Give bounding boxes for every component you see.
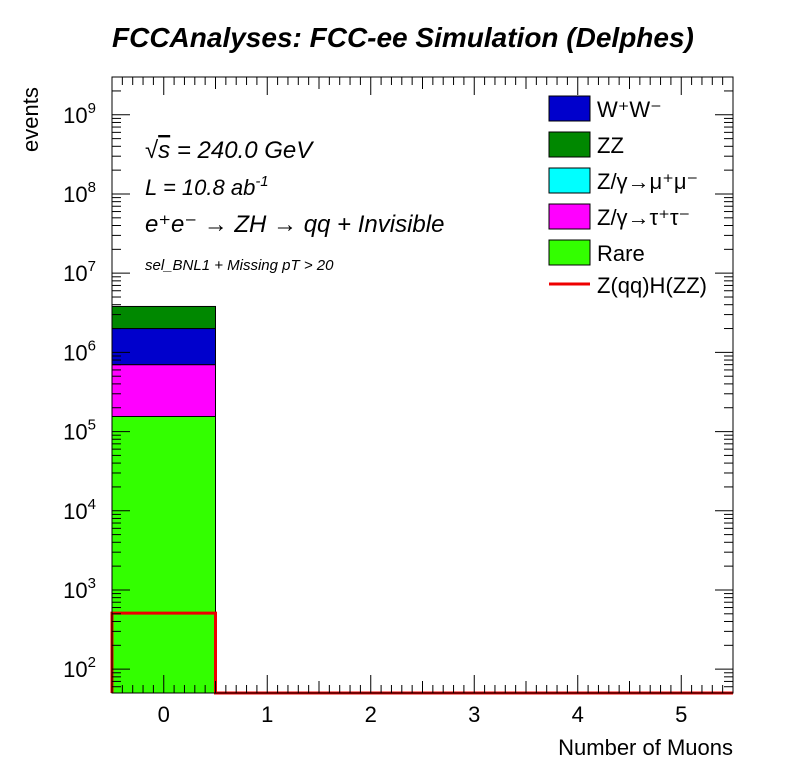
energy-value: = 240.0 GeV	[170, 137, 314, 164]
y-axis-label: events	[18, 87, 43, 152]
legend-swatch	[548, 167, 591, 194]
bar-ww-bin0	[111, 328, 216, 366]
legend-label: Z(qq)H(ZZ)	[597, 273, 707, 298]
legend-label: ZZ	[597, 133, 624, 158]
luminosity-value: L = 10.8 ab	[145, 175, 255, 200]
y-tick-label: 103	[63, 575, 96, 603]
luminosity-annotation: L = 10.8 ab-1	[145, 173, 269, 200]
x-tick-label: 4	[572, 702, 584, 727]
legend-label: Z/γ→τ⁺τ⁻	[597, 205, 690, 230]
sqrt-variable: s	[158, 137, 170, 164]
y-tick-label: 108	[63, 179, 96, 207]
x-tick-label: 2	[365, 702, 377, 727]
legend-swatch	[548, 95, 591, 122]
annotations: √s = 240.0 GeV L = 10.8 ab-1 e⁺e⁻ → ZH →…	[145, 137, 444, 274]
legend: W⁺W⁻ ZZ Z/γ→μ⁺μ⁻ Z/γ→τ⁺τ⁻ Rare Z(qq)H(ZZ)	[548, 95, 707, 298]
bar-rare-bin0	[111, 415, 216, 694]
legend-label: Rare	[597, 241, 645, 266]
luminosity-exponent: -1	[255, 173, 268, 190]
legend-label: W⁺W⁻	[597, 97, 662, 122]
stack-bars	[111, 305, 216, 694]
legend-swatch	[548, 131, 591, 158]
energy-annotation: √s = 240.0 GeV	[145, 137, 314, 164]
x-tick-label: 3	[468, 702, 480, 727]
x-tick-label: 1	[261, 702, 273, 727]
process-annotation: e⁺e⁻ → ZH → qq + Invisible	[145, 211, 444, 238]
sqrt-symbol: √	[145, 137, 159, 164]
y-tick-label: 105	[63, 417, 96, 445]
x-axis: 0 1 2 3 4 5	[111, 77, 734, 727]
y-tick-label: 109	[63, 100, 96, 128]
y-tick-label: 106	[63, 337, 96, 365]
legend-swatch	[548, 239, 591, 266]
y-tick-label: 104	[63, 496, 96, 524]
y-tick-label: 107	[63, 258, 96, 286]
x-axis-label: Number of Muons	[558, 735, 733, 760]
y-tick-label: 102	[63, 654, 96, 682]
x-tick-label: 5	[675, 702, 687, 727]
y-axis: 102 103 104 105 106 107 108 109	[63, 76, 733, 694]
bar-zz-bin0	[111, 305, 216, 330]
selection-annotation: sel_BNL1 + Missing pT > 20	[145, 257, 334, 274]
chart-title: FCCAnalyses: FCC-ee Simulation (Delphes)	[112, 22, 694, 53]
x-tick-label: 0	[158, 702, 170, 727]
bar-z-bin0	[111, 364, 216, 417]
legend-label: Z/γ→μ⁺μ⁻	[597, 169, 698, 194]
legend-swatch	[548, 203, 591, 230]
